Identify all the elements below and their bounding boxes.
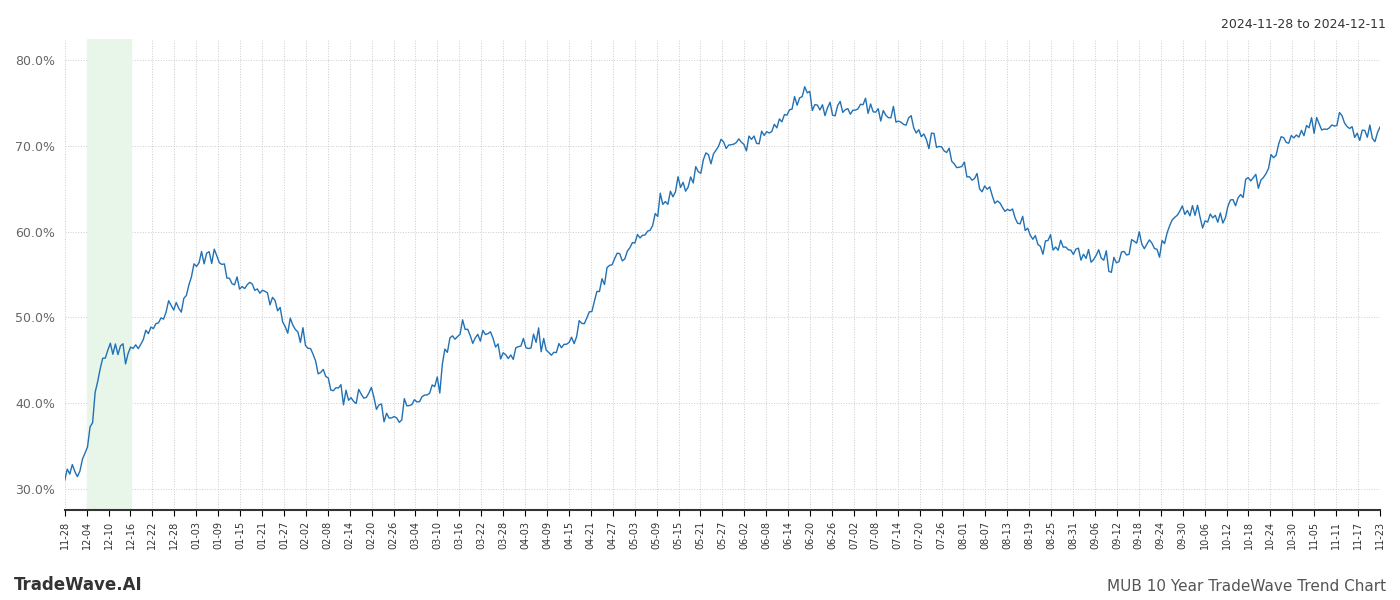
- Text: MUB 10 Year TradeWave Trend Chart: MUB 10 Year TradeWave Trend Chart: [1107, 579, 1386, 594]
- Text: 2024-11-28 to 2024-12-11: 2024-11-28 to 2024-12-11: [1221, 18, 1386, 31]
- Bar: [87, 39, 130, 510]
- Text: TradeWave.AI: TradeWave.AI: [14, 576, 143, 594]
